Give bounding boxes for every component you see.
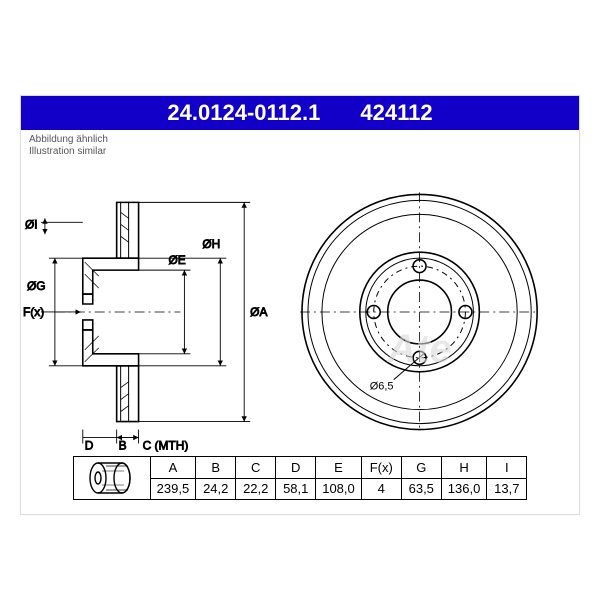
svg-text:C (MTH): C (MTH) <box>143 438 189 452</box>
short-code: 424112 <box>360 100 432 126</box>
svg-text:ØA: ØA <box>250 305 267 319</box>
val-I: 13,7 <box>487 478 527 500</box>
svg-text:B: B <box>119 438 127 452</box>
val-A: 239,5 <box>150 478 196 500</box>
part-number: 24.0124-0112.1 <box>167 100 320 126</box>
logo-watermark: Ate <box>386 327 451 371</box>
product-card: 24.0124-0112.1 424112 Abbildung ähnlich … <box>20 95 580 515</box>
val-E: 108,0 <box>316 478 362 500</box>
val-B: 24,2 <box>196 478 236 500</box>
similarity-caption: Abbildung ähnlich Illustration similar <box>21 130 579 162</box>
dimension-labels: ØA ØH ØE ØG ØI <box>23 202 267 452</box>
col-B: B <box>196 457 236 479</box>
col-A: A <box>150 457 196 479</box>
disc-icon <box>80 459 144 497</box>
val-F: 4 <box>361 478 401 500</box>
col-C: C <box>236 457 276 479</box>
col-H: H <box>441 457 487 479</box>
col-E: E <box>316 457 362 479</box>
svg-text:Ø6,5: Ø6,5 <box>370 381 394 393</box>
caption-en: Illustration similar <box>29 146 571 158</box>
val-H: 136,0 <box>441 478 487 500</box>
drawing-svg: Ø6,5 Ate <box>21 162 579 452</box>
col-F: F(x) <box>361 457 401 479</box>
disc-icon-cell <box>73 457 150 500</box>
col-G: G <box>401 457 441 479</box>
caption-de: Abbildung ähnlich <box>29 134 571 146</box>
header-bar: 24.0124-0112.1 424112 <box>21 96 579 130</box>
val-G: 63,5 <box>401 478 441 500</box>
val-C: 22,2 <box>236 478 276 500</box>
col-D: D <box>276 457 316 479</box>
svg-text:ØI: ØI <box>25 217 38 231</box>
svg-text:ØE: ØE <box>168 253 185 267</box>
svg-text:F(x): F(x) <box>23 305 44 319</box>
face-view <box>300 192 539 431</box>
col-I: I <box>487 457 527 479</box>
technical-drawing: Ø6,5 Ate <box>21 162 579 452</box>
svg-text:ØG: ØG <box>27 279 46 293</box>
svg-text:D: D <box>85 438 94 452</box>
val-D: 58,1 <box>276 478 316 500</box>
svg-text:ØH: ØH <box>202 237 220 251</box>
spec-table: A B C D E F(x) G H I 239,5 24,2 22,2 58,… <box>73 456 528 500</box>
table-header-row: A B C D E F(x) G H I <box>73 457 527 479</box>
